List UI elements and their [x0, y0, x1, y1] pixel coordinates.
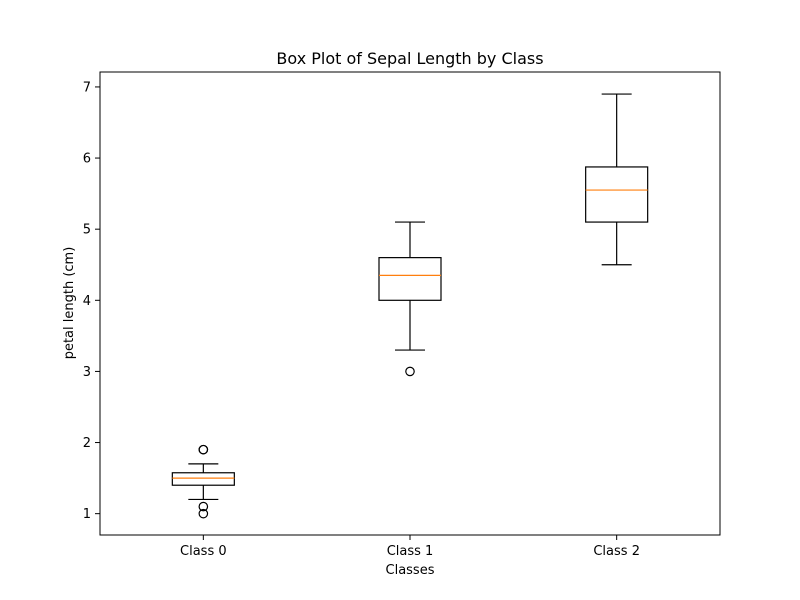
y-axis-label: petal length (cm)	[62, 247, 77, 360]
y-tick-label: 4	[83, 294, 91, 309]
box-0	[171, 444, 235, 519]
chart-title: Box Plot of Sepal Length by Class	[276, 49, 543, 68]
y-axis-ticks: 1 2 3 4 5 6 7	[83, 80, 100, 522]
y-tick-label: 7	[83, 80, 91, 95]
x-tick-label: Class 0	[180, 544, 227, 559]
y-tick-label: 6	[83, 152, 91, 167]
iqr-box	[585, 166, 649, 223]
outlier-point	[198, 508, 209, 519]
x-axis-ticks: Class 0 Class 1 Class 2	[180, 535, 640, 559]
y-tick-label: 5	[83, 223, 91, 238]
outlier-point	[198, 444, 209, 455]
outlier-point	[405, 366, 415, 377]
y-tick-label: 2	[83, 436, 91, 451]
x-tick-label: Class 1	[387, 544, 434, 559]
y-tick-label: 3	[83, 365, 91, 380]
x-tick-label: Class 2	[593, 544, 640, 559]
iqr-box	[378, 257, 442, 301]
outlier-point	[198, 501, 209, 512]
iqr-box	[171, 472, 235, 486]
plot-area	[99, 71, 721, 536]
box-2	[585, 93, 649, 266]
x-axis-label: Classes	[386, 563, 435, 578]
y-tick-label: 1	[83, 507, 91, 522]
box-1	[378, 221, 442, 377]
